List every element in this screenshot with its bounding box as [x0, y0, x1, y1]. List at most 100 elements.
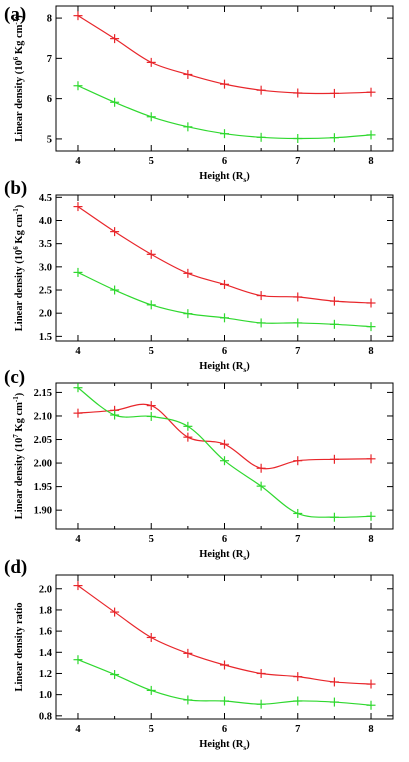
- data-point-green: [366, 130, 376, 140]
- data-point-green: [256, 481, 266, 491]
- data-point-red: [256, 463, 266, 473]
- x-tick-label: 4: [75, 534, 81, 545]
- data-point-green: [110, 670, 120, 680]
- data-point-green: [146, 411, 156, 421]
- data-point-green: [183, 122, 193, 132]
- x-tick-label: 5: [149, 156, 154, 167]
- panel-b: (b) 4 5 6 7 8 1.5 2.0 2.5 3.0 3.5 4.0 4.5 Height (Rs)…: [4, 178, 394, 374]
- data-point-green: [183, 309, 193, 319]
- data-point-red: [293, 456, 303, 466]
- x-tick-label: 4: [75, 156, 81, 167]
- data-point-red: [293, 672, 303, 682]
- x-tick-label: 7: [295, 156, 300, 167]
- data-point-red: [183, 69, 193, 79]
- data-point-green: [183, 421, 193, 431]
- x-tick-label: 8: [368, 534, 373, 545]
- y-tick-label: 6: [47, 94, 52, 105]
- data-point-red: [220, 439, 229, 449]
- data-point-green: [293, 696, 303, 706]
- y-axis-title: Linear density (106 Kg cm-1): [12, 204, 25, 331]
- y-tick-label: 4.0: [39, 216, 52, 227]
- y-tick-label: 1.0: [39, 690, 52, 701]
- y-axis-title: Linear density ratio: [14, 602, 25, 691]
- data-point-red: [183, 432, 193, 442]
- x-tick-label: 4: [75, 724, 81, 735]
- data-point-red: [293, 88, 303, 98]
- y-tick-label: 5: [47, 134, 52, 145]
- data-point-green: [256, 699, 266, 709]
- data-point-green: [73, 655, 83, 665]
- data-point-red: [329, 454, 339, 464]
- data-point-red: [110, 227, 120, 237]
- y-tick-label: 3.0: [39, 262, 52, 273]
- y-tick-label: 2.10: [34, 411, 52, 422]
- y-axis-title: Linear density (107 Kg cm-1): [12, 392, 25, 519]
- data-point-red: [256, 291, 266, 301]
- data-point-red: [220, 660, 229, 670]
- y-tick-label: 4.5: [39, 193, 52, 204]
- panel-a: (a) 4 5 6 7 8 5 6 7 8 Height (Rs) Linear density (1…: [4, 4, 394, 184]
- x-tick-label: 6: [222, 156, 227, 167]
- data-point-green: [220, 313, 229, 323]
- data-point-green: [256, 132, 266, 142]
- panel-d: (d) 4 5 6 7 8 0.8 1.0 1.2 1.4 1.6 1.8 2.0 Height (Rs)…: [4, 557, 394, 752]
- x-tick-label: 5: [149, 534, 154, 545]
- data-point-green: [146, 112, 156, 122]
- data-point-green: [110, 97, 120, 107]
- data-point-green: [220, 696, 229, 706]
- y-tick-label: 1.5: [39, 332, 52, 343]
- data-point-red: [73, 408, 83, 418]
- panel-label: (d): [4, 557, 27, 578]
- x-tick-label: 4: [75, 346, 81, 357]
- data-point-red: [183, 648, 193, 658]
- panel-label: (b): [4, 178, 27, 199]
- data-point-red: [73, 581, 83, 591]
- data-point-red: [146, 401, 156, 411]
- data-point-red: [366, 87, 376, 97]
- data-point-red: [329, 677, 339, 687]
- data-point-green: [220, 456, 229, 466]
- panel-label: (c): [4, 367, 25, 388]
- x-tick-label: 6: [222, 346, 227, 357]
- y-tick-label: 1.90: [34, 506, 52, 517]
- y-tick-label: 8: [47, 14, 52, 25]
- y-tick-label: 1.4: [39, 648, 53, 659]
- y-tick-label: 2.15: [34, 388, 52, 399]
- x-tick-label: 8: [368, 346, 373, 357]
- panel-c: (c) 4 5 6 7 8 1.90 1.95 2.00 2.05 2.10 2.15 Height (…: [4, 367, 394, 562]
- data-point-red: [183, 268, 193, 278]
- data-point-green: [329, 319, 339, 329]
- y-tick-label: 1.95: [34, 482, 52, 493]
- x-tick-label: 6: [222, 534, 227, 545]
- data-point-red: [73, 11, 83, 21]
- data-point-red: [146, 632, 156, 642]
- data-point-green: [366, 700, 376, 710]
- data-point-green: [110, 285, 120, 295]
- data-point-red: [110, 34, 120, 44]
- data-point-green: [366, 322, 376, 332]
- y-tick-label: 1.6: [39, 627, 52, 638]
- data-point-green: [256, 318, 266, 328]
- y-tick-label: 2.5: [39, 286, 52, 297]
- x-tick-label: 7: [295, 724, 300, 735]
- y-tick-label: 3.5: [39, 239, 52, 250]
- data-point-green: [329, 133, 339, 143]
- data-point-green: [220, 129, 229, 139]
- y-tick-label: 1.2: [39, 669, 52, 680]
- data-point-red: [146, 57, 156, 67]
- data-point-red: [366, 454, 376, 464]
- x-axis-title: Height (Rs): [199, 361, 250, 374]
- data-point-red: [220, 79, 229, 89]
- data-point-green: [73, 267, 83, 277]
- x-tick-label: 8: [368, 156, 373, 167]
- x-tick-label: 6: [222, 724, 227, 735]
- y-tick-label: 2.05: [34, 435, 52, 446]
- y-tick-label: 2.0: [39, 584, 52, 595]
- data-point-red: [256, 85, 266, 95]
- data-point-green: [366, 511, 376, 521]
- y-tick-label: 2.00: [34, 459, 52, 470]
- x-tick-label: 7: [295, 534, 300, 545]
- data-point-green: [329, 512, 339, 522]
- data-point-red: [256, 668, 266, 678]
